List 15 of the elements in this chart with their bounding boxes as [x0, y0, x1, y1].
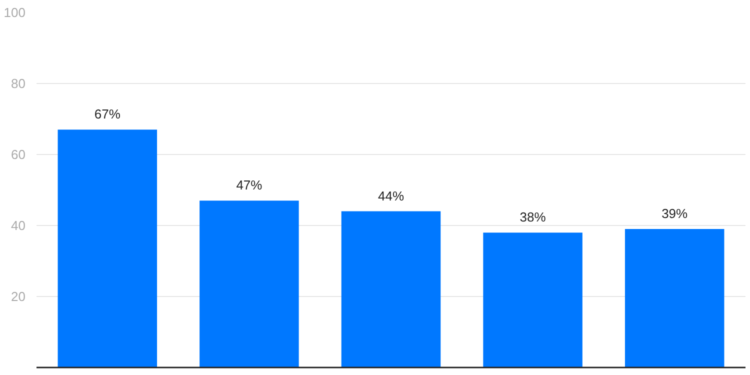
- bar: [624, 229, 724, 368]
- y-tick-label: 60: [11, 147, 26, 162]
- y-tick-label: 20: [11, 289, 26, 304]
- y-tick-label: 100: [4, 5, 26, 20]
- y-tick-label: 40: [11, 218, 26, 233]
- data-label: 38%: [520, 210, 546, 225]
- data-label: 44%: [378, 188, 404, 204]
- y-tick-label: 80: [11, 76, 26, 91]
- bar: [483, 232, 582, 368]
- data-label: 67%: [94, 106, 121, 122]
- data-label: 47%: [236, 178, 263, 193]
- data-label: 39%: [662, 206, 688, 222]
- bar: [58, 130, 158, 368]
- bar: [341, 211, 441, 368]
- bar: [200, 200, 299, 368]
